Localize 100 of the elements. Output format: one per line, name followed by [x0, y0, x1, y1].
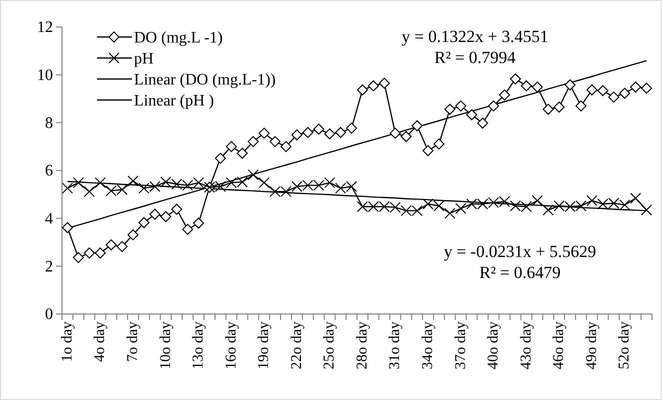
x-tick-label: 31o day	[387, 321, 404, 370]
x-tick-label: 13o day	[190, 321, 207, 370]
x-tick-label: 25o day	[322, 321, 338, 370]
point	[193, 218, 204, 229]
point	[258, 128, 270, 139]
point	[270, 136, 281, 148]
x-tick-label: 10o day	[158, 321, 174, 370]
point	[412, 120, 423, 132]
point	[619, 88, 630, 99]
point	[94, 177, 106, 188]
point	[499, 89, 510, 100]
point	[630, 192, 642, 204]
point	[62, 222, 73, 234]
annotation: y = -0.0231x + 5.5629	[444, 242, 596, 261]
point	[586, 84, 598, 96]
point	[554, 102, 565, 113]
point	[128, 176, 139, 187]
annotation: y = 0.1322x + 3.4551	[402, 27, 548, 46]
point	[313, 124, 324, 135]
point	[378, 78, 390, 89]
y-tick-label: 8	[45, 114, 53, 132]
x-tick-label: 52o day	[616, 321, 633, 370]
point	[586, 195, 598, 206]
point	[356, 84, 368, 96]
x-tick-label: 7o day	[125, 321, 142, 362]
point	[630, 82, 642, 93]
y-tick-label: 6	[45, 162, 53, 180]
legend-label: Linear (pH )	[134, 92, 214, 110]
x-tick-label: 28o day	[354, 321, 370, 370]
point	[106, 239, 117, 250]
point	[510, 73, 521, 84]
point	[280, 141, 292, 152]
point	[128, 229, 139, 240]
x-tick-label: 16o day	[223, 321, 240, 370]
point	[160, 211, 172, 222]
point	[236, 148, 248, 159]
point	[84, 248, 95, 259]
point	[488, 100, 500, 112]
x-tick-label: 34o day	[420, 321, 436, 370]
point	[226, 141, 237, 152]
point	[422, 145, 434, 156]
x-tick-label: 37o day	[452, 321, 469, 370]
point	[466, 109, 478, 120]
point	[368, 80, 379, 92]
y-tick-label: 0	[45, 306, 53, 324]
y-tick-label: 10	[37, 66, 53, 84]
x-tick-label: 46o day	[551, 321, 568, 370]
point	[532, 82, 543, 93]
legend-label: DO (mg.L -1)	[134, 30, 223, 47]
point	[444, 208, 456, 219]
point	[444, 104, 456, 115]
x-tick-label: 1o day	[59, 321, 76, 362]
annotation: R² = 0.7994	[434, 48, 516, 67]
point	[214, 152, 226, 164]
point	[641, 204, 652, 216]
point	[433, 138, 444, 150]
point	[324, 128, 336, 140]
point	[455, 203, 466, 214]
y-tick-label: 12	[37, 19, 53, 36]
point	[597, 85, 608, 96]
point	[138, 217, 150, 228]
y-tick-label: 2	[45, 258, 53, 276]
point	[291, 129, 302, 140]
x-tick-label: 22o day	[288, 321, 305, 370]
point	[575, 100, 586, 112]
point	[248, 136, 259, 148]
point	[532, 195, 543, 206]
legend-label: pH	[134, 50, 154, 68]
point	[520, 80, 532, 92]
x-tick-label: 19o day	[256, 321, 272, 370]
point	[455, 100, 466, 112]
point	[390, 128, 401, 139]
x-tick-label: 43o day	[518, 321, 534, 370]
annotation: R² = 0.6479	[479, 263, 561, 282]
point	[182, 224, 194, 235]
x-tick-label: 49o day	[584, 321, 600, 370]
point	[542, 204, 554, 216]
point	[72, 252, 84, 264]
point	[564, 79, 576, 90]
point	[171, 204, 182, 215]
point	[94, 248, 106, 259]
point	[400, 131, 412, 142]
point	[84, 186, 95, 198]
point	[258, 177, 270, 188]
point	[149, 208, 160, 220]
y-tick-label: 4	[45, 210, 53, 228]
point	[302, 126, 314, 138]
point	[477, 118, 488, 129]
point	[346, 122, 358, 134]
point	[542, 104, 554, 115]
legend-label: Linear (DO (mg.L-1))	[134, 72, 276, 89]
point	[62, 182, 73, 194]
point	[335, 126, 346, 138]
point	[116, 241, 128, 252]
point	[72, 177, 84, 188]
point	[248, 169, 259, 180]
point	[608, 92, 620, 103]
x-tick-label: 40o day	[486, 321, 502, 370]
point	[641, 82, 652, 94]
x-tick-label: 4o day	[92, 321, 108, 362]
